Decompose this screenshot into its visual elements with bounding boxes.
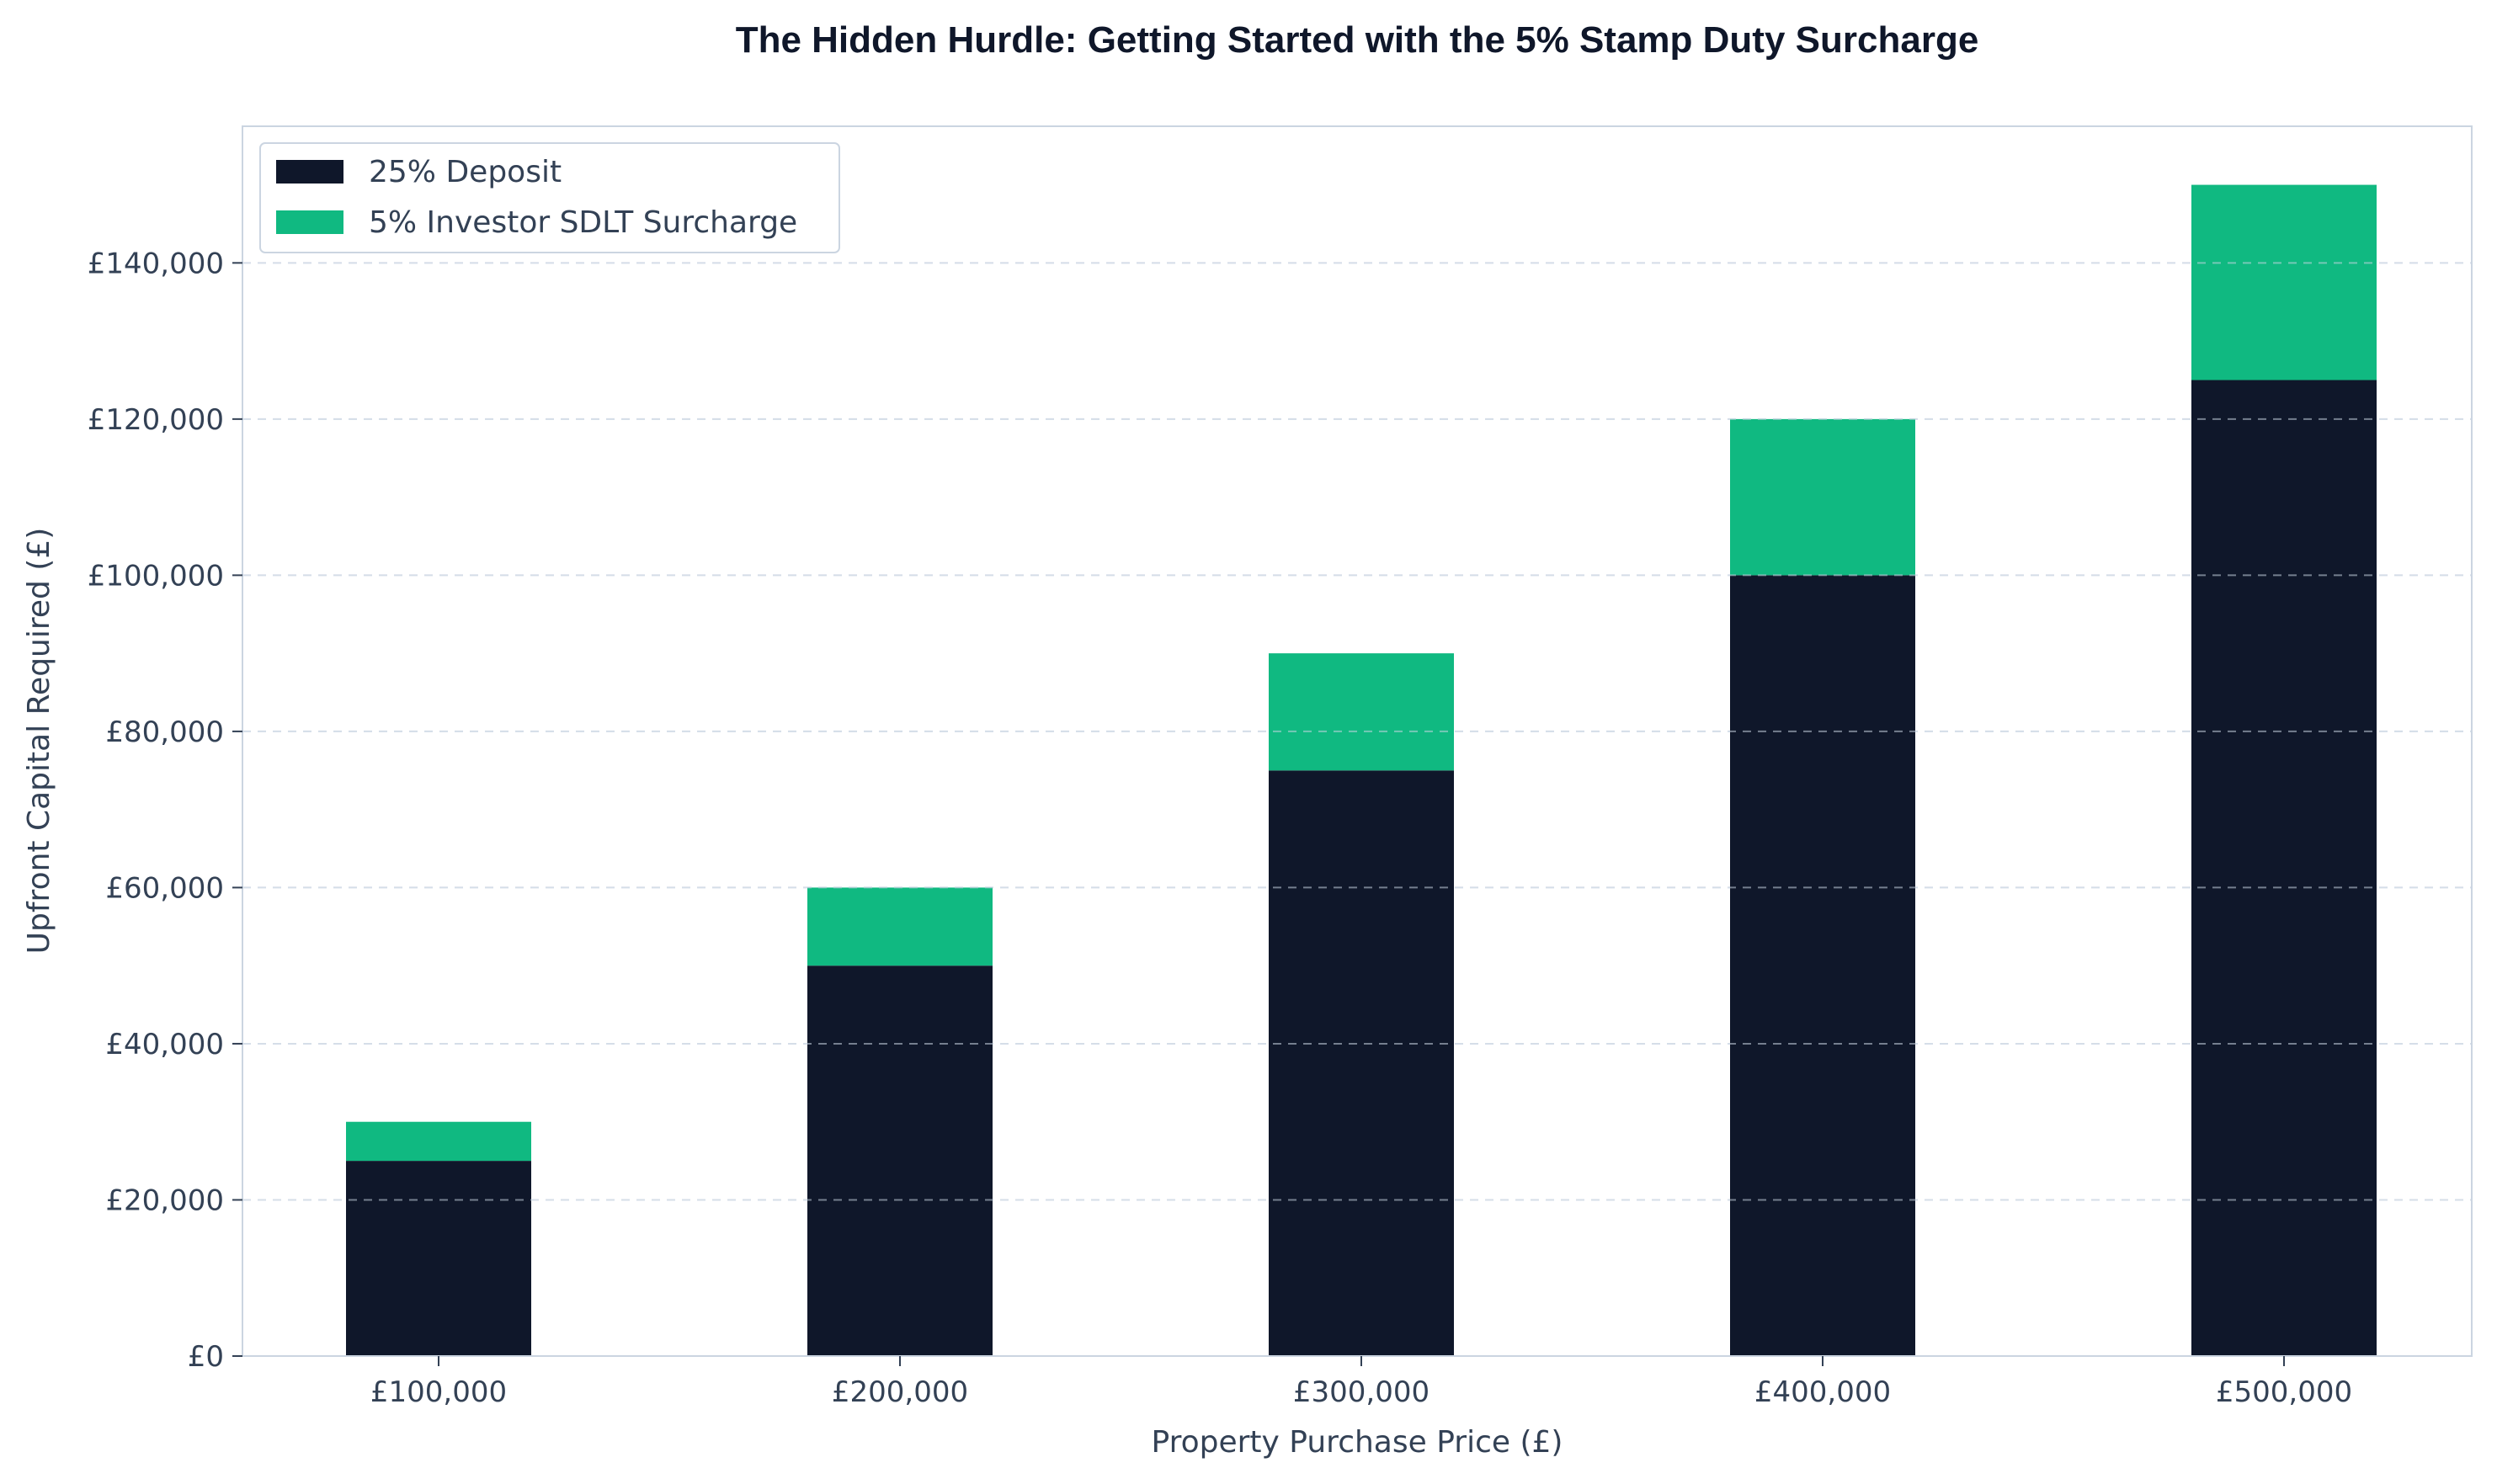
bar-deposit [1730,575,1915,1356]
y-tick-label: £40,000 [105,1028,224,1061]
bar-deposit [1269,770,1454,1356]
x-tick-label: £400,000 [1754,1375,1891,1409]
legend-swatch-surcharge [276,210,343,234]
y-tick-label: £80,000 [105,715,224,749]
legend-box [259,142,840,253]
legend-label-surcharge: 5% Investor SDLT Surcharge [369,205,797,240]
y-tick-label: £60,000 [105,871,224,905]
bar-surcharge [346,1121,531,1162]
y-tick-label: £120,000 [88,403,224,437]
bar-deposit [807,965,993,1356]
legend-label-deposit: 25% Deposit [369,155,562,189]
bar-deposit [2191,380,2377,1356]
x-axis-ticks: £100,000 £200,000 £300,000 £400,000 £500,000 [370,1356,2352,1409]
x-tick-label: £300,000 [1293,1375,1430,1409]
legend-swatch-deposit [276,160,343,184]
bar-deposit [346,1161,531,1356]
y-tick-label: £20,000 [105,1183,224,1217]
chart-title: The Hidden Hurdle: Getting Started with … [736,19,1979,61]
y-tick-label: £0 [188,1340,224,1374]
x-tick-label: £200,000 [832,1375,968,1409]
x-tick-label: £500,000 [2216,1375,2352,1409]
plot-frame [242,125,2473,1357]
y-axis-label: Upfront Capital Required (£) [22,528,56,955]
gridlines-overlay [242,262,2472,1201]
x-axis-label: Property Purchase Price (£) [1152,1425,1563,1460]
bars [346,184,2377,1356]
y-tick-label: £100,000 [88,559,224,593]
x-tick-label: £100,000 [370,1375,507,1409]
y-tick-label: £140,000 [88,247,224,280]
bar-surcharge [807,887,993,966]
y-axis-ticks: £0 £20,000 £40,000 £60,000 £80,000 £100,000 £1… [88,247,242,1374]
bar-surcharge [1730,418,1915,576]
bar-surcharge [2191,184,2377,380]
legend: 25% Deposit 5% Investor SDLT Surcharge [259,142,840,253]
bar-surcharge [1269,653,1454,771]
